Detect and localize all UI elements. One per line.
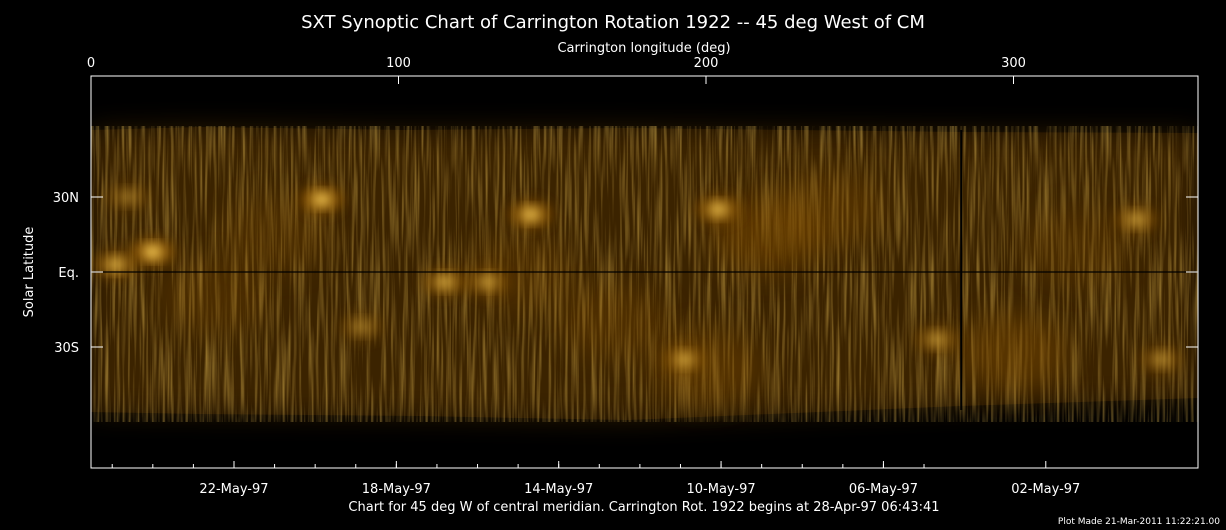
plot-area bbox=[91, 76, 1198, 468]
active-region-9 bbox=[1114, 205, 1159, 234]
active-region-1 bbox=[93, 250, 138, 279]
diffuse-region-8 bbox=[220, 196, 331, 273]
active-region-2 bbox=[299, 185, 344, 214]
plot-made-footer: Plot Made 21-Mar-2011 11:22:21.00 bbox=[1058, 517, 1220, 527]
active-region-4 bbox=[696, 195, 741, 224]
active-region-0 bbox=[130, 238, 175, 266]
chart-title: SXT Synoptic Chart of Carrington Rotatio… bbox=[301, 12, 925, 33]
bottom-tick-label-4: 06-May-97 bbox=[849, 482, 918, 497]
active-region-7 bbox=[662, 345, 707, 374]
y-tick-label-0: 30N bbox=[53, 191, 79, 206]
top-tick-label-3: 300 bbox=[1001, 56, 1026, 71]
diffuse-region-1 bbox=[774, 171, 884, 248]
top-tick-label-1: 100 bbox=[386, 56, 411, 71]
solar-map bbox=[91, 126, 1198, 422]
y-axis: 30N Eq. 30S bbox=[53, 191, 1198, 356]
y-tick-label-1: Eq. bbox=[58, 266, 79, 281]
active-region-6 bbox=[465, 268, 510, 296]
bottom-tick-label-0: 22-May-97 bbox=[199, 482, 268, 497]
bottom-tick-label-2: 14-May-97 bbox=[524, 482, 593, 497]
bottom-axis: 22-May-97 18-May-97 14-May-97 10-May-97 06-M… bbox=[111, 461, 1080, 497]
diffuse-region-6 bbox=[1020, 209, 1130, 285]
y-axis-label: Solar Latitude bbox=[22, 227, 37, 318]
bottom-tick-label-5: 02-May-97 bbox=[1011, 482, 1080, 497]
diffuse-region-5 bbox=[159, 259, 269, 335]
active-region-3 bbox=[508, 200, 553, 229]
bottom-tick-label-3: 10-May-97 bbox=[687, 482, 756, 497]
top-tick-label-0: 0 bbox=[87, 56, 95, 71]
top-axis-label: Carrington longitude (deg) bbox=[557, 41, 730, 56]
top-axis: 0 100 200 300 bbox=[87, 56, 1026, 84]
diffuse-region-2 bbox=[958, 314, 1069, 390]
chart-caption: Chart for 45 deg W of central meridian. … bbox=[348, 500, 939, 515]
top-tick-label-2: 200 bbox=[694, 56, 719, 71]
diffuse-region-7 bbox=[558, 284, 669, 360]
active-region-11 bbox=[339, 313, 384, 341]
active-region-8 bbox=[914, 325, 959, 354]
bottom-tick-label-1: 18-May-97 bbox=[362, 482, 431, 497]
active-region-5 bbox=[422, 268, 467, 296]
active-region-12 bbox=[105, 183, 150, 211]
y-tick-label-2: 30S bbox=[54, 341, 79, 356]
active-region-10 bbox=[1139, 345, 1184, 374]
